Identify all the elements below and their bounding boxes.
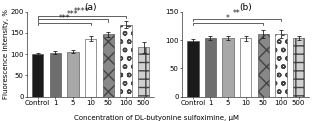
Bar [258,34,269,97]
Text: Concentration of DL-butyonine sulfoximine, μM: Concentration of DL-butyonine sulfoximin… [74,115,238,121]
Bar [32,54,43,97]
Y-axis label: Fluorescence intensity, %: Fluorescence intensity, % [3,9,9,99]
Title: (a): (a) [84,3,97,12]
Text: ****: **** [74,7,90,16]
Bar [187,41,198,97]
Bar [293,38,305,97]
Bar [103,34,114,97]
Text: **: ** [233,9,241,18]
Bar [50,53,61,97]
Bar [222,38,234,97]
Bar [138,47,149,97]
Bar [120,25,132,97]
Bar [85,38,96,97]
Bar [240,38,251,97]
Text: *: * [226,14,230,23]
Text: ***: *** [58,14,70,23]
Bar [67,52,79,97]
Bar [275,34,287,97]
Title: (b): (b) [239,3,252,12]
Bar [205,38,216,97]
Text: ***: *** [67,10,79,19]
